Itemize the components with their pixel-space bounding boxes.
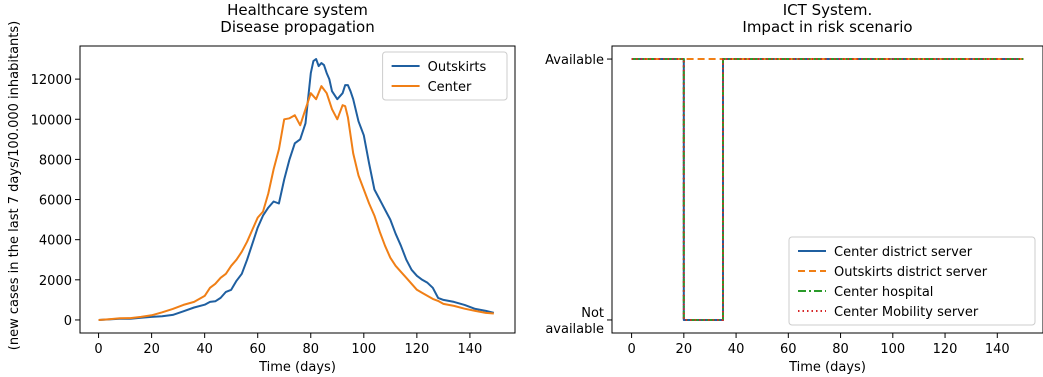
ict-legend-label: Center Mobility server [834, 305, 979, 320]
ict-x-tick-label: 120 [933, 342, 958, 357]
ict-legend-box [788, 236, 1036, 326]
disease-y-tick-label: 6000 [39, 194, 72, 209]
ict-y-tick-label: available [545, 322, 604, 337]
disease-series-line [98, 58, 495, 321]
disease-x-tick-label: 20 [143, 342, 160, 357]
disease-x-tick-label: 100 [351, 342, 376, 357]
disease-series-line [98, 85, 494, 321]
ict-x-tick-label: 80 [832, 342, 849, 357]
disease-axes-frame [79, 45, 516, 334]
ict-axes-frame [611, 45, 1043, 334]
ict-legend-label: Center district server [834, 245, 973, 260]
ict-x-tick-label: 140 [985, 342, 1010, 357]
ict-x-tick-label: 0 [627, 342, 635, 357]
ict-y-tick-label: Available [545, 53, 604, 68]
ict-x-tick-label: 60 [780, 342, 797, 357]
disease-legend-label: Outskirts [428, 60, 487, 75]
ict-x-axis-label: Time (days) [788, 360, 866, 375]
disease-y-tick-label: 2000 [39, 274, 72, 289]
disease-x-tick-label: 60 [249, 342, 266, 357]
disease-y-tick-label: 12000 [31, 73, 72, 88]
ict-x-tick-label: 40 [728, 342, 745, 357]
ict-x-tick-label: 20 [676, 342, 693, 357]
disease-x-tick-label: 40 [196, 342, 213, 357]
ict-legend-label: Center hospital [834, 285, 933, 300]
disease-title-line: Disease propagation [220, 18, 374, 36]
disease-x-tick-label: 120 [404, 342, 429, 357]
ict-y-tick-label: Not [581, 306, 604, 321]
disease-y-tick-label: 4000 [39, 234, 72, 249]
disease-legend: Outskirts Center [382, 51, 508, 101]
disease-x-axis-label: Time (days) [258, 360, 336, 375]
ict-title-line: ICT System. [783, 1, 873, 19]
disease-y-tick-label: 10000 [31, 113, 72, 128]
disease-x-tick-label: 80 [302, 342, 319, 357]
disease-x-tick-label: 140 [457, 342, 482, 357]
ict-chart: ICT System.Impact in risk scenario 0 20 40 6… [545, 1, 1043, 375]
disease-title-line: Healthcare system [227, 1, 368, 19]
disease-x-tick-label: 0 [94, 342, 102, 357]
ict-legend-label: Outskirts district server [834, 265, 988, 280]
ict-title-line: Impact in risk scenario [742, 18, 912, 36]
disease-y-axis-label: (new cases in the last 7 days/100.000 in… [7, 21, 22, 350]
disease-legend-label: Center [428, 80, 472, 95]
ict-series-line [631, 58, 1024, 321]
ict-legend: Center district server Outskirts district… [788, 236, 1036, 326]
disease-y-tick-label: 0 [64, 314, 72, 329]
disease-y-tick-label: 8000 [39, 153, 72, 168]
ict-x-tick-label: 100 [880, 342, 905, 357]
disease-legend-box [382, 51, 508, 101]
